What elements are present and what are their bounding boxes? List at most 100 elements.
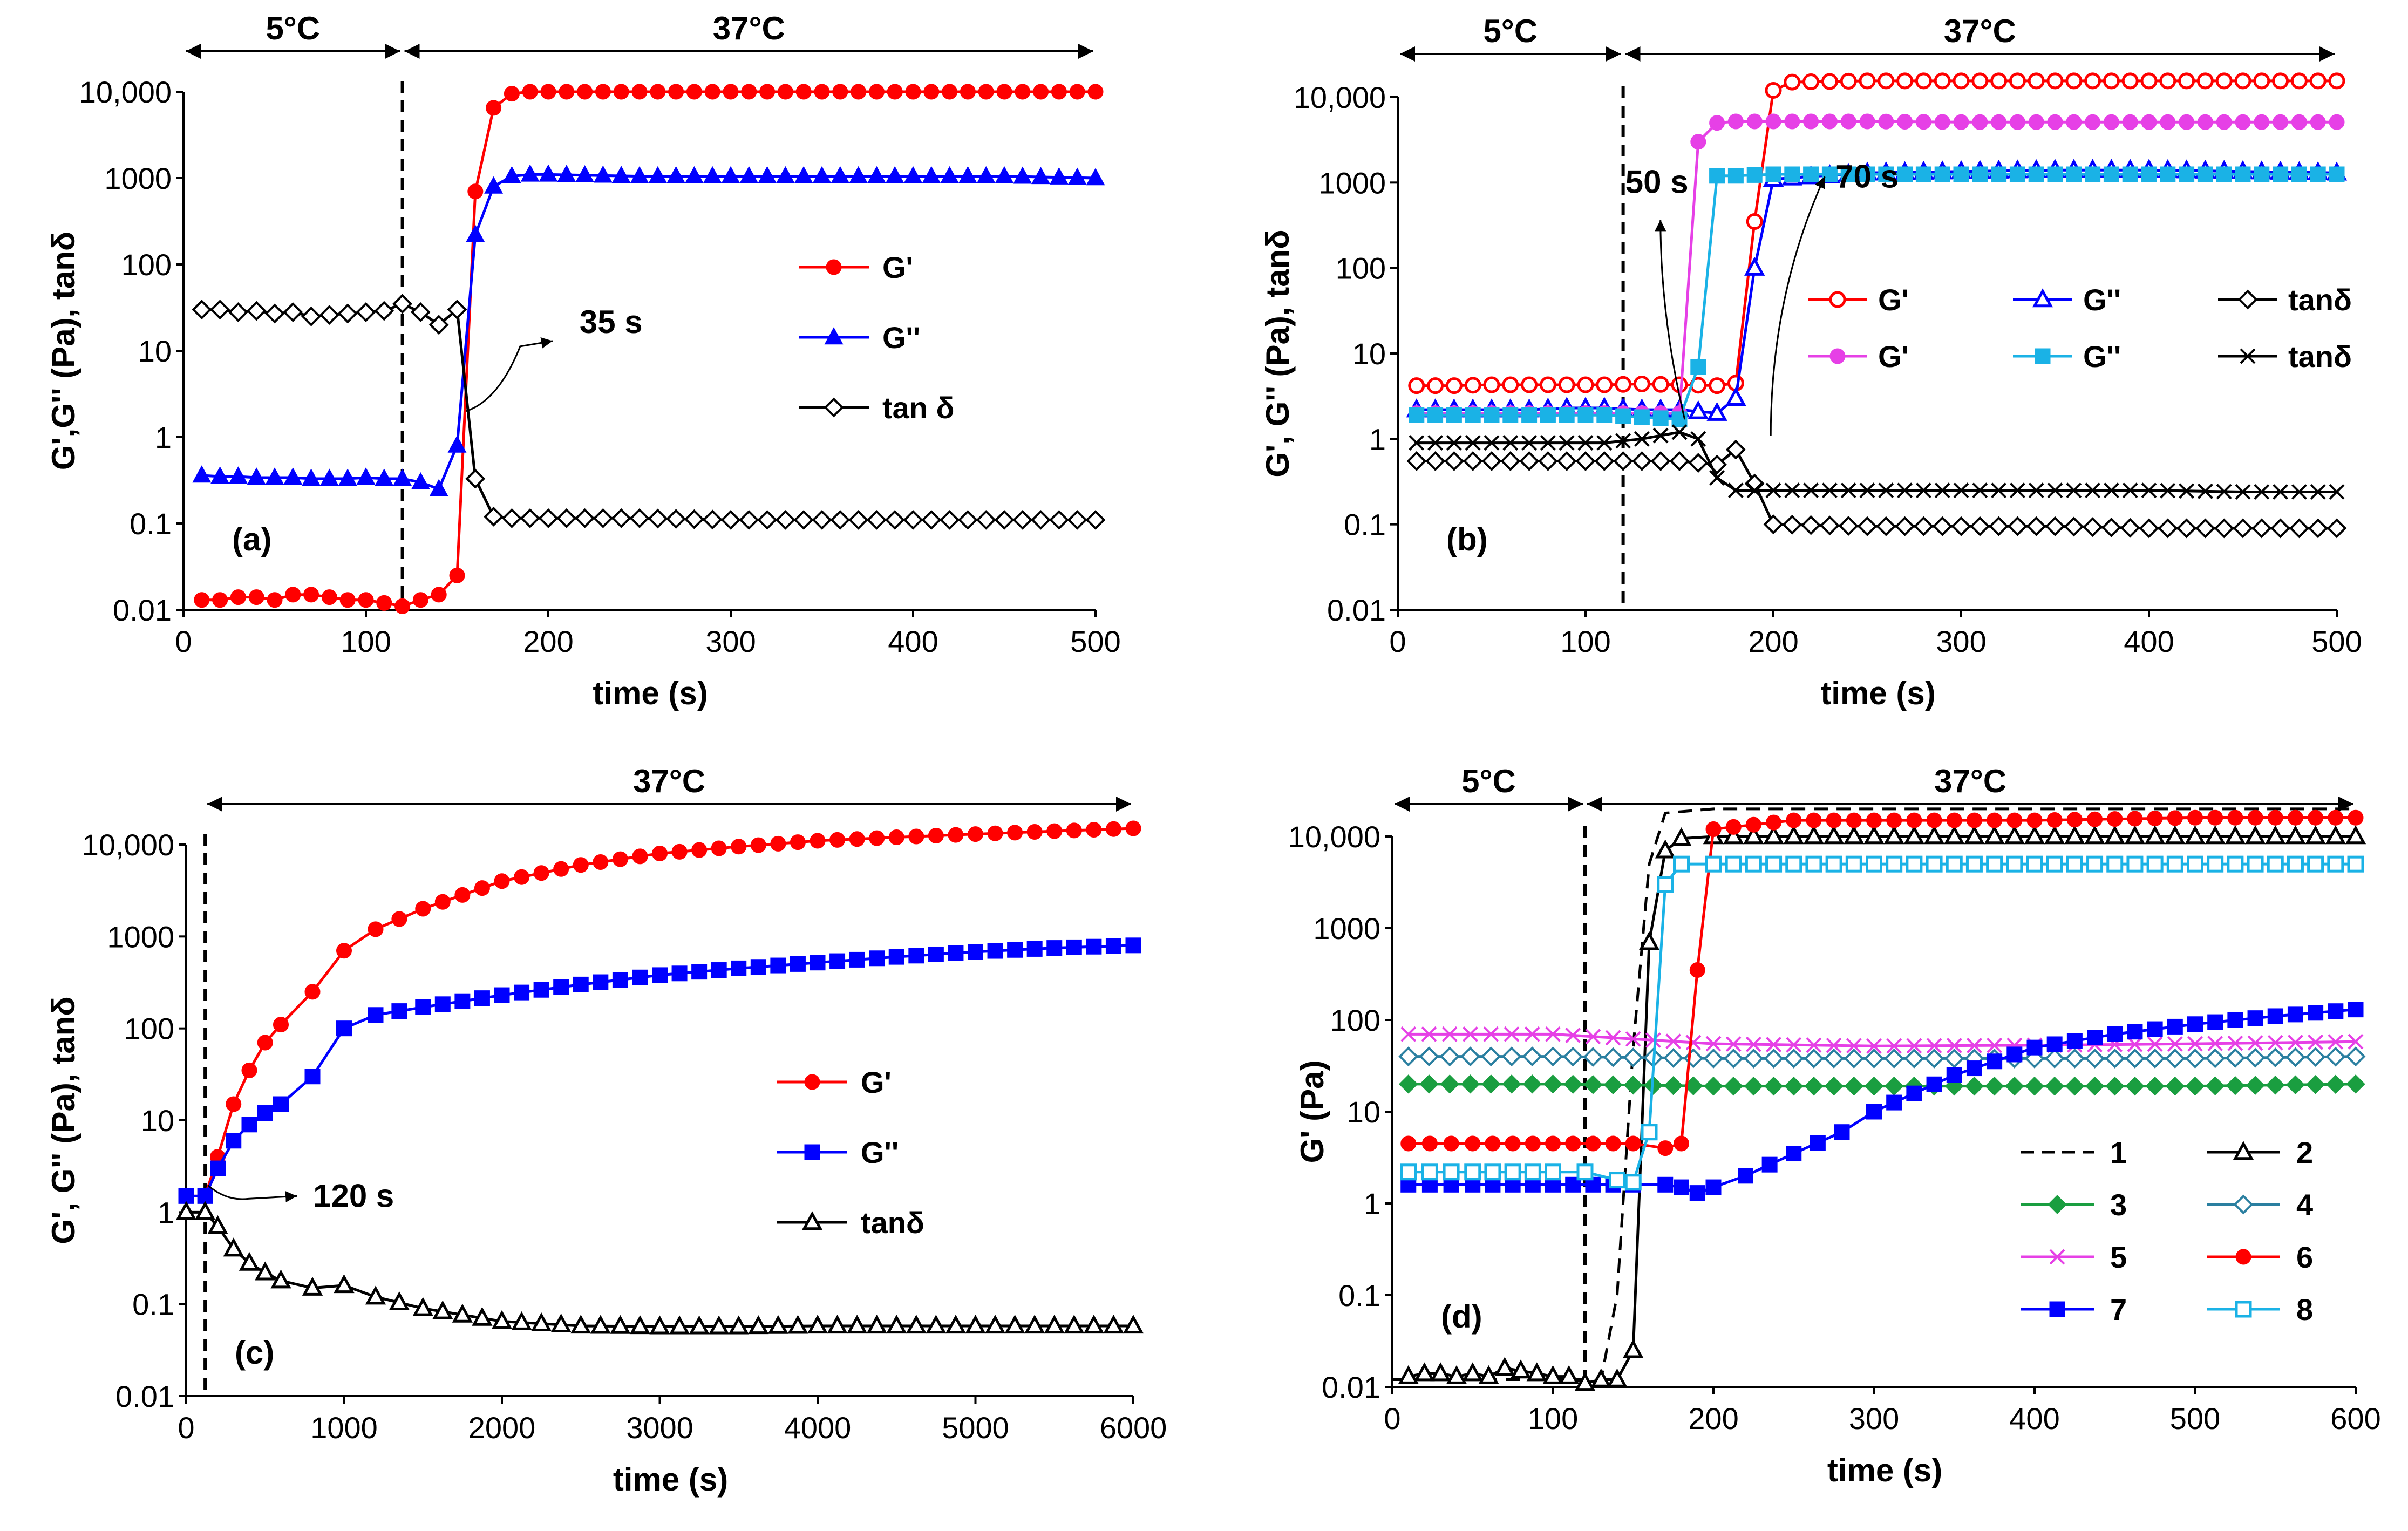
data-point xyxy=(1987,812,2003,828)
data-point xyxy=(957,509,978,530)
data-point xyxy=(1944,1049,1964,1069)
data-point xyxy=(866,509,887,530)
data-point xyxy=(303,587,319,603)
data-point xyxy=(2066,114,2082,130)
data-point xyxy=(2006,812,2023,828)
y-tick-label: 10,000 xyxy=(82,828,174,862)
data-point xyxy=(2329,484,2345,500)
data-point xyxy=(1024,1315,1045,1334)
data-point xyxy=(415,901,431,917)
data-point xyxy=(2187,1016,2203,1032)
series-line xyxy=(1416,168,2337,415)
legend-marker xyxy=(1829,348,1846,364)
data-point xyxy=(940,509,960,530)
series-line xyxy=(1416,79,2337,387)
data-point xyxy=(1746,113,1763,130)
data-point xyxy=(649,1315,670,1335)
data-point xyxy=(1026,941,1043,957)
data-point xyxy=(2124,825,2146,845)
data-point xyxy=(1966,812,1982,828)
data-point xyxy=(1504,1026,1520,1042)
data-point xyxy=(593,508,613,528)
data-point xyxy=(2028,482,2044,499)
data-point xyxy=(2160,114,2176,130)
data-point xyxy=(1485,1135,1501,1152)
data-point xyxy=(2044,1049,2065,1069)
data-point xyxy=(1519,451,1540,471)
data-point xyxy=(731,960,747,976)
data-point xyxy=(2121,72,2139,90)
data-point xyxy=(2066,812,2083,828)
data-point xyxy=(976,509,996,530)
data-point xyxy=(721,166,740,183)
data-point xyxy=(212,592,228,608)
data-point xyxy=(1638,931,1660,950)
data-point xyxy=(1445,377,1463,394)
data-point xyxy=(2205,1076,2225,1095)
y-tick-label: 1000 xyxy=(107,920,174,954)
data-point xyxy=(2227,855,2244,873)
data-point xyxy=(1863,825,1885,845)
data-point xyxy=(1650,451,1671,471)
data-point xyxy=(2107,1026,2123,1042)
series-G- xyxy=(178,937,1141,1204)
data-point xyxy=(449,567,465,583)
data-point xyxy=(2235,114,2251,130)
data-point xyxy=(356,467,376,485)
data-point xyxy=(1840,72,1857,90)
legend-marker xyxy=(2049,1301,2065,1317)
data-point xyxy=(1934,114,1950,130)
y-tick-label: 1 xyxy=(155,420,172,454)
data-point xyxy=(1585,1135,1601,1152)
data-point xyxy=(2028,72,2045,90)
data-point xyxy=(301,306,322,326)
data-point xyxy=(1615,376,1632,393)
y-tick-label: 1000 xyxy=(104,161,172,195)
data-point xyxy=(1844,1076,1864,1096)
data-point xyxy=(1400,1163,1417,1181)
data-point xyxy=(2025,1076,2044,1096)
legend: G'G''tanδ(6)G'G''tanδ(8) xyxy=(1808,283,2352,373)
data-point xyxy=(210,300,230,320)
data-point xyxy=(1625,1031,1641,1047)
data-point xyxy=(1655,839,1676,859)
data-point xyxy=(1966,1060,1982,1077)
data-point xyxy=(2254,484,2270,500)
data-point xyxy=(807,1315,828,1334)
data-point xyxy=(1671,424,1688,440)
data-point xyxy=(175,1201,197,1220)
data-point xyxy=(2009,482,2025,499)
y-tick-label: 10,000 xyxy=(79,75,172,109)
legend-marker xyxy=(801,1211,823,1230)
x-tick-label: 0 xyxy=(1389,624,1406,658)
series-tan-8- xyxy=(1409,424,2345,500)
x-tick-label: 500 xyxy=(1070,624,1120,658)
data-point xyxy=(1766,1037,1781,1053)
data-point xyxy=(1542,1365,1563,1384)
data-point xyxy=(2291,114,2307,130)
series-line xyxy=(1408,835,2356,1385)
data-point xyxy=(2045,516,2065,536)
data-point xyxy=(1786,1146,1802,1162)
data-point xyxy=(2147,1036,2163,1052)
data-point xyxy=(1804,1049,1824,1069)
data-point xyxy=(1625,1135,1641,1152)
data-point xyxy=(1007,825,1023,841)
annotation-label: 70 s xyxy=(1835,158,1899,194)
data-point xyxy=(283,302,303,322)
data-point xyxy=(1826,812,1842,828)
data-point xyxy=(2147,810,2163,826)
data-point xyxy=(1502,376,1519,393)
data-point xyxy=(1460,1046,1480,1067)
data-point xyxy=(2195,518,2215,539)
data-point xyxy=(750,959,766,975)
data-point xyxy=(228,302,248,322)
data-point xyxy=(2009,72,2026,90)
data-point xyxy=(1886,1094,1902,1111)
data-point xyxy=(652,846,668,862)
data-point xyxy=(1690,431,1706,447)
data-point xyxy=(2305,1047,2326,1067)
data-point xyxy=(2103,114,2119,130)
data-point xyxy=(210,1160,226,1176)
data-point xyxy=(2291,166,2307,182)
